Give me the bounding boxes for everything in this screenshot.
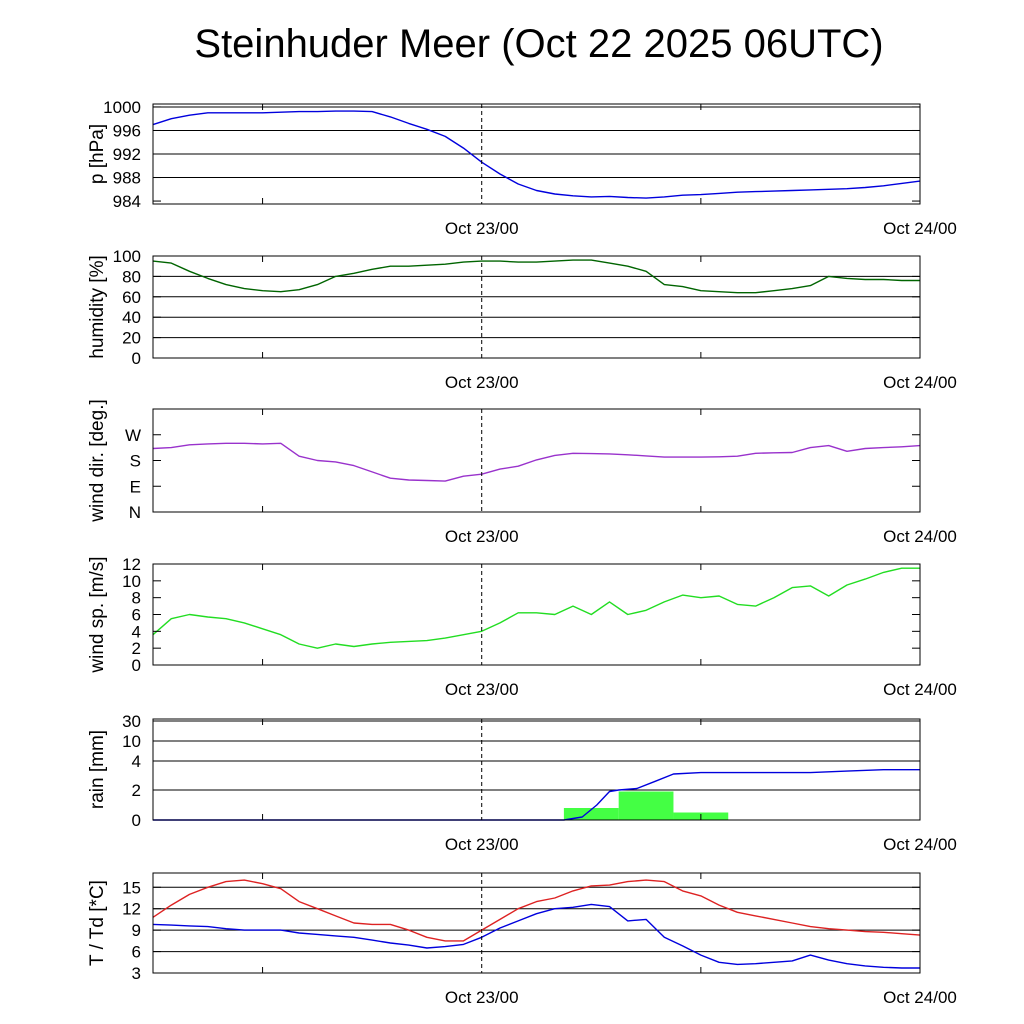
y-tick-label-5-0: 3	[132, 964, 141, 983]
y-tick-label-3-0: 0	[132, 656, 141, 675]
x-tick-label-4-1: Oct 24/00	[883, 835, 957, 854]
y-tick-label-3-4: 8	[132, 589, 141, 608]
series-line-1-0	[152, 259, 920, 294]
y-tick-label-1-0: 0	[132, 349, 141, 368]
plot-frame-5	[152, 872, 921, 974]
y-tick-label-3-3: 6	[132, 606, 141, 625]
y-axis-label-4: rain [mm]	[87, 730, 108, 809]
x-tick-label-1-0: Oct 23/00	[445, 373, 519, 392]
series-line-4-0	[153, 769, 920, 821]
series-line-5-1	[152, 903, 920, 969]
y-tick-label-0-0: 984	[113, 192, 141, 211]
y-tick-label-0-2: 992	[113, 145, 141, 164]
y-tick-label-5-2: 9	[132, 921, 141, 940]
y-tick-label-5-1: 6	[132, 943, 141, 962]
series-line-0-0	[152, 110, 921, 199]
x-tick-label-1-1: Oct 24/00	[883, 373, 957, 392]
y-tick-label-0-1: 988	[113, 169, 141, 188]
y-tick-label-3-2: 4	[132, 622, 141, 641]
y-tick-label-3-5: 10	[122, 572, 141, 591]
y-tick-label-1-5: 100	[113, 247, 141, 266]
y-tick-label-5-3: 12	[122, 900, 141, 919]
y-tick-label-2-3: W	[125, 426, 141, 445]
y-tick-label-0-4: 1000	[103, 98, 141, 117]
series-line-2-0	[152, 442, 921, 482]
y-tick-label-4-3: 10	[122, 732, 141, 751]
x-tick-label-3-1: Oct 24/00	[883, 680, 957, 699]
y-tick-label-2-1: E	[130, 477, 141, 496]
y-tick-label-1-3: 60	[122, 288, 141, 307]
x-tick-label-2-0: Oct 23/00	[445, 527, 519, 546]
y-tick-label-2-2: S	[130, 452, 141, 471]
x-tick-label-3-0: Oct 23/00	[445, 680, 519, 699]
y-tick-label-4-2: 4	[132, 752, 141, 771]
y-axis-label-0: p [hPa]	[87, 124, 108, 184]
series-line-5-0	[152, 879, 921, 942]
y-tick-label-2-0: N	[129, 503, 141, 522]
y-tick-label-4-0: 0	[132, 811, 141, 830]
x-tick-label-0-0: Oct 23/00	[445, 219, 519, 238]
page-title: Steinhuder Meer (Oct 22 2025 06UTC)	[194, 22, 884, 66]
x-tick-label-5-0: Oct 23/00	[445, 988, 519, 1007]
plot-frame-3	[152, 563, 921, 666]
y-tick-label-4-4: 30	[122, 712, 141, 731]
x-tick-label-0-1: Oct 24/00	[883, 219, 957, 238]
plot-frame-1	[152, 255, 921, 359]
y-axis-label-3: wind sp. [m/s]	[87, 556, 108, 673]
y-tick-label-1-1: 20	[122, 329, 141, 348]
y-tick-label-3-6: 12	[122, 555, 141, 574]
series-line-3-0	[152, 567, 920, 649]
y-axis-label-1: humidity [%]	[87, 255, 108, 358]
x-tick-label-2-1: Oct 24/00	[883, 527, 957, 546]
rain-bar-0	[563, 808, 619, 820]
x-tick-label-4-0: Oct 23/00	[445, 835, 519, 854]
y-tick-label-0-3: 996	[113, 121, 141, 140]
y-tick-label-1-2: 40	[122, 308, 141, 327]
y-axis-label-5: T / Td [*C]	[87, 880, 108, 966]
y-tick-label-3-1: 2	[132, 639, 141, 658]
y-tick-label-5-4: 15	[122, 878, 141, 897]
plot-frame-4	[152, 718, 921, 821]
y-tick-label-4-1: 2	[132, 781, 141, 800]
y-axis-label-2: wind dir. [deg.]	[87, 399, 108, 523]
y-tick-label-1-4: 80	[122, 267, 141, 286]
rain-bar-1	[618, 791, 674, 820]
x-tick-label-5-1: Oct 24/00	[883, 988, 957, 1007]
